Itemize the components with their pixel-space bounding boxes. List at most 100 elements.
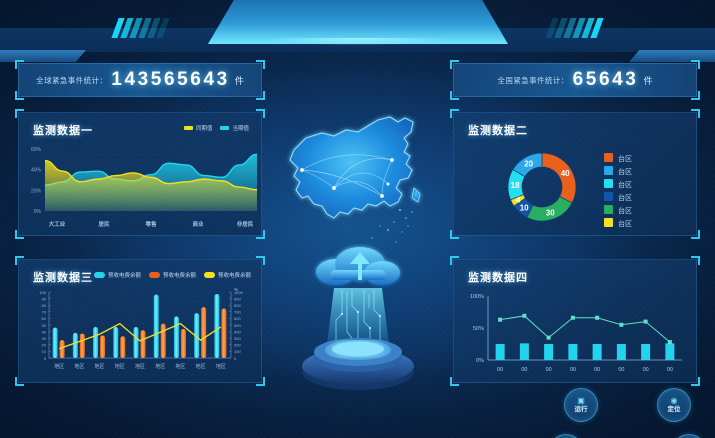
donut-slice[interactable] [541, 152, 577, 204]
panel-4-line-marker [619, 322, 624, 327]
panel-3-bar[interactable] [52, 327, 58, 358]
panel-4-bar[interactable] [592, 344, 602, 360]
panel-4-line-marker [643, 319, 648, 324]
panel-3-xlabel: 地区 [216, 363, 226, 370]
panel-3-line [58, 322, 222, 350]
legend-swatch [220, 126, 230, 130]
panel-3-bar[interactable] [194, 313, 200, 358]
bracket-icon [15, 60, 24, 69]
bracket-icon [15, 256, 24, 265]
panel-4-line-marker [546, 335, 551, 340]
panel-4-line-marker [667, 340, 672, 345]
panel-4-bar[interactable] [544, 344, 554, 360]
panel-3-bar[interactable] [100, 335, 106, 358]
bracket-icon [691, 60, 700, 69]
donut-slice-value: 30 [546, 209, 555, 218]
panel-3-bar[interactable] [113, 326, 119, 358]
panel-3-right-axis-unit: % [234, 287, 238, 292]
panel-4-bar[interactable] [641, 344, 651, 360]
panel-4-bar[interactable] [495, 344, 505, 360]
panel-3-xlabel: 地区 [54, 363, 64, 370]
header-glow-decor [233, 38, 483, 48]
national-stat-value: 65643 [572, 69, 639, 90]
panel-2-legend-label: 台区 [618, 193, 632, 202]
panel-3-bar[interactable] [201, 307, 207, 358]
panel-1-area [45, 160, 257, 211]
donut-slice-value: 10 [520, 203, 529, 212]
panel-1-area-chart: 0% 20% 40% 60% 大工业 居民 零售 商业 非居民 [31, 147, 258, 228]
panel-4-bar[interactable] [568, 344, 578, 360]
panel-3-bar[interactable] [160, 323, 166, 358]
panel-monitor-data-3: 监测数据三 预收电费余额 预收电费余额 预收电费余额 0 10 20 30 40 50 60 70… [15, 256, 265, 386]
panel-3-ytick-left: 30 [42, 336, 47, 341]
panel-3-bar[interactable] [153, 294, 159, 358]
legend-label: 预收电费余额 [217, 273, 251, 279]
panel-3-bar[interactable] [214, 293, 220, 358]
panel-3-bar[interactable] [140, 330, 146, 358]
legend-item: 预收电费余额 [93, 271, 141, 279]
panel-3-ytick-right: 300 [234, 336, 241, 341]
bracket-icon [256, 60, 265, 69]
bracket-icon [691, 109, 700, 118]
panel-3-ytick-right: 200 [234, 343, 241, 348]
panel-3-bar[interactable] [59, 340, 65, 358]
panel-3-bar-chart: 0102030405060708090100010020030040050060… [39, 287, 243, 370]
panel-3-bar[interactable] [180, 328, 186, 358]
panel-4-line-marker [570, 315, 575, 320]
panel-3-xlabel: 地区 [135, 363, 145, 370]
panel-3-bar[interactable] [93, 326, 99, 358]
donut-slice-value: 40 [561, 169, 570, 178]
panel-3-ytick-right: 600 [234, 316, 241, 321]
panel-4-xlabel: 00 [521, 367, 527, 373]
panel-3-bar[interactable] [120, 336, 126, 358]
panel-1-ytick: 60% [31, 147, 42, 153]
panel-2-legend-label: 台区 [618, 154, 632, 163]
panel-4-xlabel: 00 [643, 367, 649, 373]
panel-3-ytick-left: 90 [42, 296, 47, 301]
panel-3-ytick-right: 800 [234, 303, 241, 308]
bracket-icon [450, 377, 459, 386]
panel-1-line [44, 153, 258, 187]
panel-3-bar[interactable] [79, 333, 85, 358]
panel-2-legend-label: 台区 [618, 206, 632, 215]
panel-4-bar[interactable] [665, 343, 675, 360]
panel-4-bar[interactable] [616, 344, 626, 360]
panel-2-title: 监测数据二 [468, 125, 528, 137]
national-emergency-stat-banner: 全国紧急事件统计： 65643 件 [450, 60, 700, 100]
run-icon: ▣ [577, 396, 585, 405]
global-stat-value: 143565643 [111, 69, 230, 90]
panel-3-bar[interactable] [72, 332, 78, 358]
center-button-locate[interactable]: ◉ 定位 [657, 388, 691, 422]
panel-4-line-marker [522, 313, 527, 318]
panel-3-ytick-right: 900 [234, 296, 241, 301]
panel-2-legend-label: 台区 [618, 180, 632, 189]
panel-2-legend-swatch [604, 192, 613, 201]
map-nodes [300, 158, 394, 198]
panel-3-ytick-left: 50 [42, 323, 47, 328]
legend-swatch [203, 272, 215, 278]
panel-3-bar[interactable] [221, 308, 227, 359]
donut-slice[interactable] [512, 152, 543, 178]
panel-1-ytick: 20% [31, 188, 42, 194]
legend-item: 同期值 [183, 124, 212, 132]
panel-3-bar[interactable] [133, 326, 139, 358]
panel-3-xlabel: 地区 [95, 363, 105, 370]
panel-4-ytick: 100% [470, 294, 484, 300]
dashboard-header [0, 0, 715, 62]
bracket-icon [450, 60, 459, 69]
panel-4-xlabel: 00 [497, 367, 503, 373]
legend-swatch [148, 272, 160, 278]
legend-item: 预收电费余额 [148, 271, 196, 279]
header-corner-left [0, 50, 86, 62]
panel-3-bar[interactable] [173, 316, 179, 358]
panel-4-line-marker [595, 315, 600, 320]
panel-3-ytick-left: 100 [39, 290, 46, 295]
panel-1-legend: 同期值 当期值 [183, 124, 249, 132]
panel-1-ytick: 40% [31, 168, 42, 174]
center-button-run[interactable]: ▣ 运行 [564, 388, 598, 422]
global-stat-label: 全球紧急事件统计： [36, 75, 108, 85]
panel-4-bar[interactable] [519, 343, 529, 360]
bracket-icon [691, 377, 700, 386]
map-particles [371, 209, 413, 243]
